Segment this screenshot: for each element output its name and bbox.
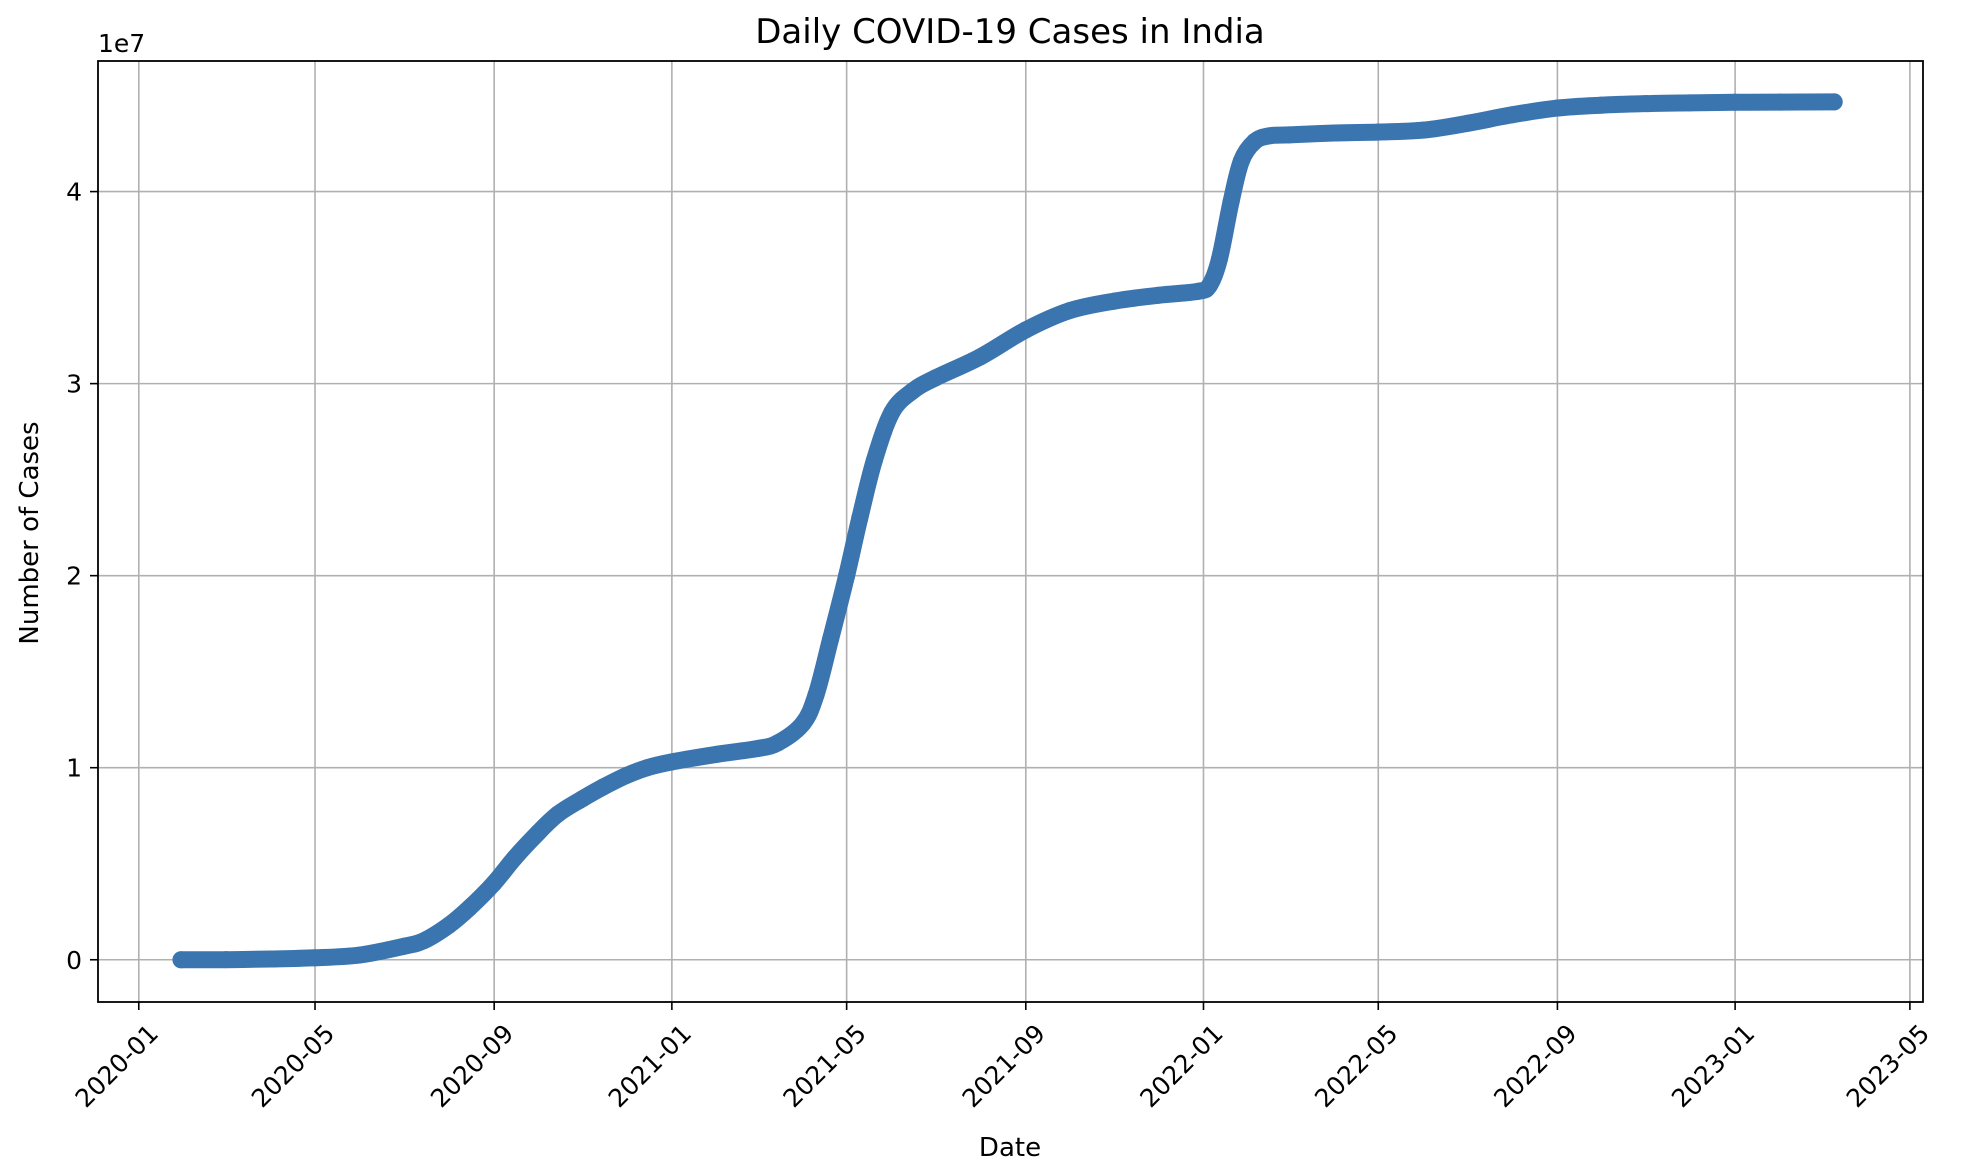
grid-layer	[98, 61, 1923, 1002]
data-point	[865, 451, 883, 469]
data-point	[415, 932, 433, 950]
x-tick-label-8: 2022-09	[1488, 1019, 1582, 1113]
data-point	[769, 734, 787, 752]
data-point	[1149, 286, 1167, 304]
series-layer	[172, 93, 1843, 969]
data-point	[306, 949, 324, 967]
data-point	[822, 630, 840, 648]
data-point	[708, 745, 726, 763]
data-point	[262, 950, 280, 968]
x-tick-label-4: 2021-05	[778, 1019, 872, 1113]
x-tick-label-5: 2021-09	[957, 1019, 1051, 1113]
y-tick-label-1: 1	[66, 754, 82, 783]
y-scale-label: 1e7	[98, 29, 145, 58]
axes-frame	[97, 60, 1924, 1003]
data-point	[1017, 321, 1035, 339]
data-point	[549, 805, 567, 823]
data-point	[1548, 99, 1566, 117]
x-tick-label-9: 2023-01	[1666, 1019, 1760, 1113]
y-tick-label-4: 4	[66, 178, 82, 207]
data-point	[1458, 114, 1476, 132]
data-point	[217, 951, 235, 969]
data-point	[574, 789, 592, 807]
data-point	[1592, 96, 1610, 114]
data-point	[749, 740, 767, 758]
data-point	[838, 567, 856, 585]
series-line-0	[172, 93, 1843, 969]
data-point	[807, 686, 825, 704]
data-point	[883, 403, 901, 421]
data-point	[1060, 302, 1078, 320]
x-tick-label-6: 2022-01	[1134, 1019, 1228, 1113]
x-tick-label-2: 2020-09	[425, 1019, 519, 1113]
x-tick-label-3: 2021-01	[603, 1019, 697, 1113]
data-point	[1637, 95, 1655, 113]
data-point	[1726, 93, 1744, 111]
data-point	[794, 715, 812, 733]
data-point	[440, 916, 458, 934]
data-point	[1200, 277, 1218, 295]
data-point	[351, 946, 369, 964]
data-point	[1232, 152, 1250, 170]
data-point	[529, 824, 547, 842]
data-point	[1369, 123, 1387, 141]
y-axis-label: Number of Cases	[15, 421, 45, 644]
ticks-layer: 2020-01 2020-05 2020-09 2021-01 2021-05 2021-…	[66, 178, 1935, 1114]
data-point	[172, 951, 190, 969]
data-point	[460, 899, 478, 917]
data-point	[1771, 93, 1789, 111]
data-point	[1106, 292, 1124, 310]
data-point	[926, 369, 944, 387]
data-point	[1245, 133, 1263, 151]
data-point	[1681, 94, 1699, 112]
data-point	[395, 937, 413, 955]
data-point	[903, 382, 921, 400]
y-tick-label-0: 0	[66, 946, 82, 975]
data-point	[1414, 121, 1432, 139]
x-tick-label-0: 2020-01	[70, 1019, 164, 1113]
data-point	[506, 849, 524, 867]
data-point	[1503, 106, 1521, 124]
data-point	[1326, 124, 1344, 142]
data-point	[618, 766, 636, 784]
x-tick-label-1: 2020-05	[246, 1019, 340, 1113]
y-tick-label-2: 2	[66, 562, 82, 591]
data-point	[485, 874, 503, 892]
data-point	[1222, 192, 1240, 210]
data-point	[972, 348, 990, 366]
chart-title: Daily COVID-19 Cases in India	[755, 12, 1265, 52]
x-tick-label-7: 2022-05	[1309, 1019, 1403, 1113]
x-tick-label-10: 2023-05	[1841, 1019, 1935, 1113]
data-point	[1825, 93, 1843, 111]
data-point	[1211, 250, 1229, 268]
data-point	[851, 509, 869, 527]
data-point	[594, 778, 612, 796]
data-point	[1280, 126, 1298, 144]
data-point	[1260, 127, 1278, 145]
data-point	[663, 753, 681, 771]
y-tick-label-3: 3	[66, 370, 82, 399]
x-axis-label: Date	[979, 1133, 1041, 1163]
data-point	[638, 759, 656, 777]
